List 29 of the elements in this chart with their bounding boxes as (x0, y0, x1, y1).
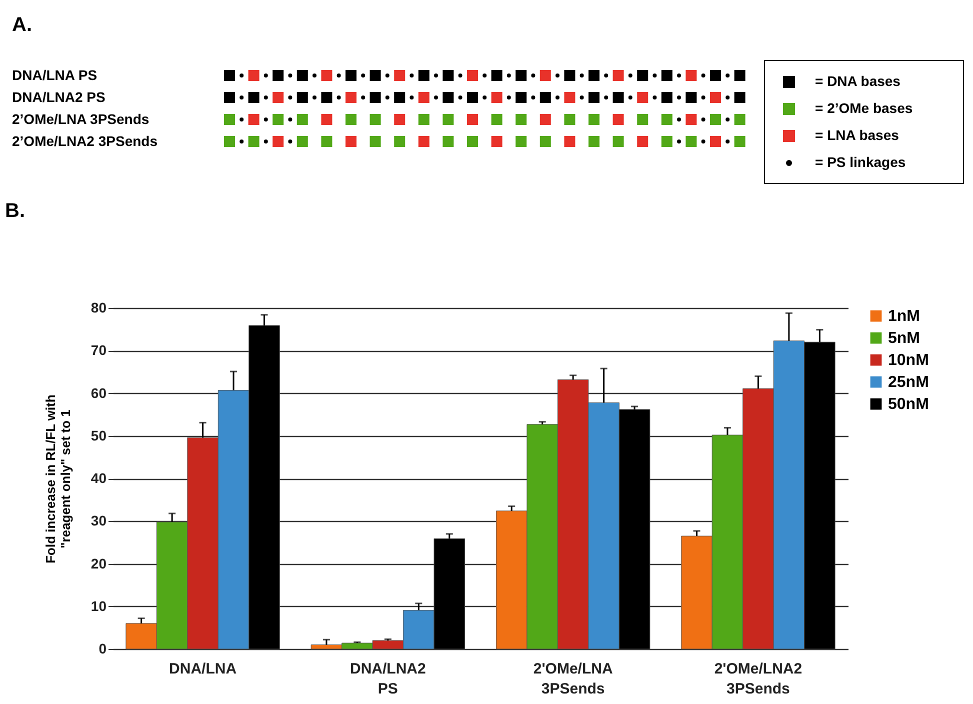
y-tick-label: 40 (90, 470, 107, 486)
x-tick-label: DNA/LNA (169, 660, 237, 678)
text: = 2’OMe bases (815, 100, 913, 116)
x-tick-label: DNA/LNA2 PS (350, 660, 426, 698)
y-tick-label: 0 (98, 640, 107, 656)
x-tick-label: 2'OMe/LNA 3PSends (533, 660, 613, 698)
y-tick-label: 60 (90, 384, 107, 401)
text: DNA/LNA2 PS (12, 89, 106, 105)
text: 2’OMe/LNA2 3PSends (12, 133, 158, 149)
x-tick-label: 2'OMe/LNA2 3PSends (714, 660, 802, 698)
y-tick-label: 80 (90, 300, 107, 316)
y-tick-label: 30 (90, 512, 107, 529)
legend-label: 10nM (888, 352, 929, 369)
legend-label: 25nM (888, 374, 929, 391)
y-axis-title: Fold increase in RL/FL with "reagent only" set to 1 (42, 394, 73, 564)
y-tick-label: 20 (90, 555, 107, 572)
legend-label: 50nM (888, 396, 929, 413)
legend-label: 1nM (888, 308, 920, 325)
y-tick-label: 10 (90, 598, 107, 614)
legend-label: 5nM (888, 330, 920, 347)
text: A. (12, 14, 32, 37)
text: = DNA bases (815, 73, 900, 89)
y-tick-label: 70 (90, 342, 107, 358)
y-tick-label: 50 (90, 427, 107, 444)
text: = LNA bases (815, 127, 899, 143)
text: DNA/LNA PS (12, 67, 98, 83)
chart-title: B. (5, 200, 25, 222)
text: = PS linkages (815, 154, 906, 170)
text: 2’OMe/LNA 3PSends (12, 111, 150, 127)
